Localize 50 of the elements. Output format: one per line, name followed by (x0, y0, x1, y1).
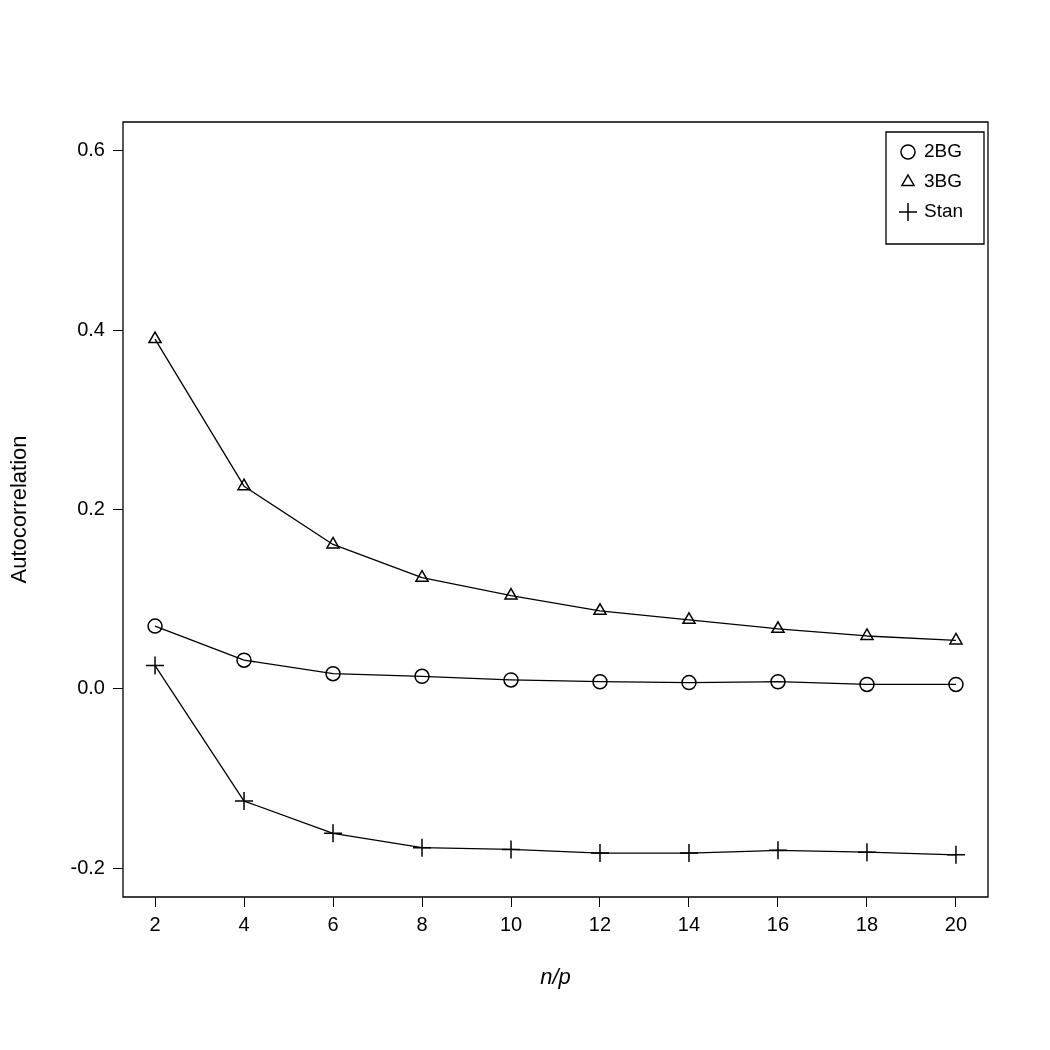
point (857, 842, 877, 862)
y-tick-label: 0.0 (77, 676, 105, 699)
point (590, 843, 610, 863)
point (501, 839, 521, 860)
point (770, 673, 786, 690)
legend-label: Stan (924, 200, 964, 222)
point (414, 668, 430, 685)
y-tick-label: 0.4 (77, 317, 105, 340)
point (148, 331, 162, 344)
point (503, 672, 519, 688)
point (234, 791, 254, 811)
point (593, 603, 607, 616)
point (768, 840, 788, 861)
legend-label: 3BG (924, 170, 963, 192)
x-tick-label: 4 (238, 912, 250, 935)
point (323, 823, 343, 844)
point (946, 845, 966, 865)
x-tick-label: 20 (944, 912, 968, 935)
x-tick-label: 12 (588, 912, 612, 935)
x-tick-label: 14 (677, 912, 701, 935)
point (679, 843, 699, 863)
point (237, 478, 251, 491)
x-tick-label: 8 (416, 912, 428, 935)
x-tick-label: 10 (499, 912, 523, 935)
point (504, 587, 518, 600)
point (412, 837, 432, 858)
point (681, 674, 697, 691)
point (415, 569, 429, 582)
point (949, 632, 963, 645)
x-tick-label: 18 (855, 912, 879, 935)
point (147, 618, 163, 634)
point (682, 612, 696, 625)
x-tick-label: 6 (327, 912, 339, 935)
x-axis-title: n/p (540, 964, 571, 990)
y-tick-label: -0.2 (70, 855, 105, 878)
x-tick-label: 16 (766, 912, 790, 935)
point (145, 655, 165, 676)
y-axis-title: Autocorrelation (6, 435, 32, 584)
point (771, 621, 785, 634)
point (948, 676, 964, 693)
x-tick-label: 2 (149, 912, 161, 935)
point (859, 676, 875, 693)
point (236, 652, 252, 668)
legend-label: 2BG (924, 140, 963, 162)
point (325, 665, 341, 682)
point (326, 536, 340, 549)
point (592, 673, 608, 690)
y-tick-label: 0.2 (77, 497, 105, 520)
y-tick-label: 0.6 (77, 138, 105, 161)
point (860, 628, 874, 641)
